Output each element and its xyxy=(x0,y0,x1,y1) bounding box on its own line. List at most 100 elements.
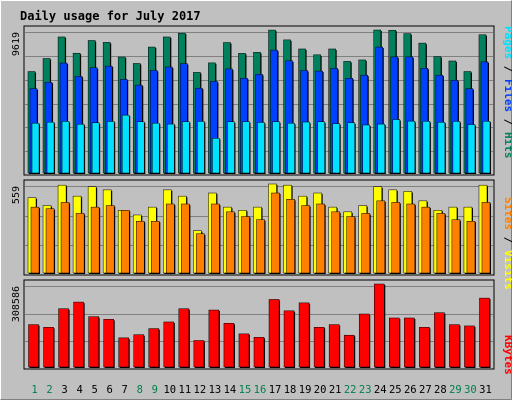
kbytes-bar xyxy=(163,321,175,368)
kbytes-bar xyxy=(449,324,460,368)
day-label: 9 xyxy=(152,384,158,396)
chart-panels: 9619 559 308586 xyxy=(11,25,495,370)
day-label: 18 xyxy=(284,384,297,396)
kbytes-bar xyxy=(358,313,370,368)
kbytes-bar xyxy=(118,337,129,368)
kbytes-bar xyxy=(298,302,310,368)
day-label: 1 xyxy=(31,384,37,396)
sites-bar xyxy=(301,205,310,274)
sites-bar xyxy=(241,216,250,274)
y-max-label: 559 xyxy=(11,186,22,204)
pages-bar xyxy=(46,121,55,174)
sites-bar xyxy=(211,203,220,274)
sites-bar xyxy=(135,220,145,274)
pages-bar xyxy=(152,122,160,174)
day-label: 13 xyxy=(209,384,222,396)
sites-bar xyxy=(30,206,40,274)
kbytes-bar xyxy=(313,327,325,368)
pages-bar xyxy=(272,121,280,174)
day-label: 2 xyxy=(46,384,52,396)
day-label: 26 xyxy=(404,384,417,396)
sites-bar xyxy=(451,219,461,274)
pages-bar xyxy=(392,119,401,174)
pages-bar xyxy=(287,122,295,174)
day-label: 27 xyxy=(419,384,432,396)
pages-bar xyxy=(91,122,100,174)
pages-bar xyxy=(332,123,340,174)
pages-bar xyxy=(121,114,130,174)
sites-bar xyxy=(181,203,190,274)
pages-bar xyxy=(197,121,205,174)
kbytes-bar xyxy=(373,283,385,368)
pages-bar xyxy=(136,121,145,174)
day-label: 10 xyxy=(163,384,176,396)
kbytes-bar xyxy=(389,317,400,368)
sites-bar xyxy=(105,205,115,274)
day-label: 12 xyxy=(194,384,207,396)
legend-sep-2: / xyxy=(502,112,512,132)
kbytes-bar xyxy=(464,325,475,368)
legend-bottom: KBytes xyxy=(502,335,512,375)
sites-bar xyxy=(271,192,280,274)
kbytes-bar xyxy=(178,308,190,368)
kbytes-bar xyxy=(404,317,415,368)
pages-bar xyxy=(377,123,386,174)
day-label: 11 xyxy=(179,384,192,396)
kbytes-bar xyxy=(223,323,235,368)
kbytes-bar xyxy=(88,316,99,368)
day-label: 4 xyxy=(76,384,82,396)
pages-bar xyxy=(76,123,85,174)
day-label: 31 xyxy=(479,384,492,396)
y-max-label: 9619 xyxy=(11,32,22,56)
pages-bar xyxy=(106,121,115,174)
day-label: 17 xyxy=(269,384,282,396)
kbytes-bar xyxy=(268,299,280,368)
sites-bar xyxy=(256,219,265,274)
sites-bar xyxy=(406,203,416,274)
pages-bar xyxy=(452,121,461,174)
series-sites xyxy=(30,192,491,274)
series-kbytes xyxy=(28,283,491,368)
kbytes-bar xyxy=(208,309,220,368)
sites-bar xyxy=(436,213,446,274)
sites-bar xyxy=(481,202,491,274)
pages-bar xyxy=(362,124,370,174)
pages-bar xyxy=(482,121,491,174)
pages-bar xyxy=(182,121,190,174)
pages-bar xyxy=(317,121,325,174)
sites-bar xyxy=(376,200,386,274)
sites-bar xyxy=(286,199,295,274)
pages-bar xyxy=(31,122,40,174)
legend-kbytes: KBytes xyxy=(502,335,512,375)
pages-bar xyxy=(212,138,220,174)
day-label: 21 xyxy=(329,384,342,396)
panel-hits-files-pages: 9619 xyxy=(11,25,495,176)
kbytes-bar xyxy=(73,301,84,368)
day-label: 5 xyxy=(91,384,97,396)
sites-bar xyxy=(346,216,355,274)
day-label: 6 xyxy=(107,384,113,396)
sites-bar xyxy=(466,220,476,274)
day-label: 14 xyxy=(224,384,237,396)
pages-bar xyxy=(257,122,265,174)
kbytes-bar xyxy=(283,310,295,368)
day-label: 29 xyxy=(449,384,462,396)
kbytes-bar xyxy=(479,297,490,368)
y-max-label: 308586 xyxy=(11,286,22,322)
pages-bar xyxy=(227,121,235,174)
day-labels: 1 2 3 4 5 6 7 8 9 10 11 12 13 14 15 16 17 18 19 20 21 22 23 24 2… xyxy=(31,384,491,396)
legend-top: Pages / Files / Hits xyxy=(502,26,512,159)
sites-bar xyxy=(60,202,70,274)
sites-bar xyxy=(151,220,160,274)
legend-sep-1: / xyxy=(502,59,512,79)
panel-kbytes: 308586 xyxy=(11,279,495,370)
day-label: 25 xyxy=(389,384,402,396)
kbytes-bar xyxy=(328,324,340,368)
panel-visits-sites: 559 xyxy=(11,179,495,276)
legend-sites: Sites xyxy=(502,197,512,230)
day-label: 3 xyxy=(61,384,67,396)
kbytes-bar xyxy=(434,312,445,368)
sites-bar xyxy=(120,210,130,274)
day-label: 28 xyxy=(434,384,447,396)
